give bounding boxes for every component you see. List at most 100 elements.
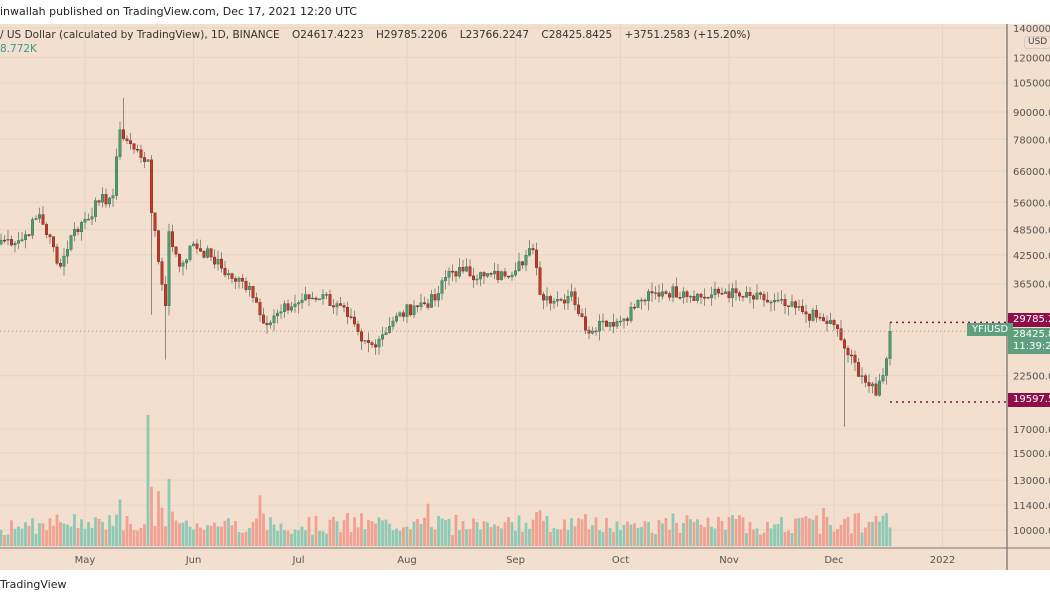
candle-body: [440, 280, 444, 294]
volume-bar: [720, 520, 724, 546]
volume-bar: [374, 523, 377, 546]
volume-bar: [612, 531, 615, 546]
volume-bar: [244, 531, 248, 546]
volume-bar: [167, 478, 171, 546]
volume-bar: [790, 533, 794, 546]
volume-bar: [748, 521, 752, 546]
volume-bar: [507, 517, 510, 546]
volume-bar: [759, 534, 762, 546]
volume-bar: [685, 515, 689, 546]
candle-body: [423, 302, 427, 304]
candle-body: [643, 299, 647, 302]
symbol-legend: / US Dollar (calculated by TradingView),…: [0, 29, 759, 41]
candle-body: [566, 296, 570, 304]
volume-bar: [629, 524, 633, 546]
time-tick: May: [75, 555, 96, 566]
candle-body: [818, 316, 822, 319]
volume-bar: [836, 529, 839, 546]
volume-bar: [192, 529, 195, 546]
volume-bar: [115, 514, 118, 546]
volume-bar: [13, 528, 17, 546]
legend-title: / US Dollar (calculated by TradingView),…: [0, 29, 280, 41]
candle-body: [839, 328, 843, 341]
candle-body: [500, 271, 504, 280]
volume-bar: [143, 524, 146, 546]
volume-bar: [419, 524, 423, 546]
volume-bar: [370, 521, 374, 546]
chart-area[interactable]: [0, 24, 1050, 570]
candle-body: [612, 322, 616, 327]
volume-bar: [360, 513, 363, 546]
candle-body: [107, 197, 111, 205]
candle-body: [191, 243, 195, 247]
candle-body: [363, 340, 367, 342]
volume-bar: [241, 532, 244, 546]
volume-bar: [503, 522, 507, 546]
volume-bar: [451, 535, 454, 546]
candle-body: [265, 322, 269, 326]
volume-bar: [654, 534, 657, 546]
candle-body: [815, 309, 819, 318]
candle-body: [160, 261, 164, 285]
candle-body: [713, 288, 717, 296]
candle-body: [843, 339, 847, 349]
volume-bar: [601, 531, 605, 546]
volume-bar: [136, 530, 139, 546]
volume-bar: [104, 529, 108, 546]
candle-body: [41, 214, 45, 225]
volume-bar: [465, 529, 468, 546]
candle-body: [62, 255, 66, 267]
candle-body: [198, 248, 202, 252]
candle-body: [794, 301, 798, 308]
volume-bar: [689, 519, 692, 546]
volume-bar: [867, 521, 871, 546]
time-tick: Dec: [824, 555, 843, 566]
volume-bar: [76, 528, 80, 546]
candle-body: [184, 259, 188, 264]
candle-body: [360, 331, 364, 342]
volume-bar: [381, 520, 384, 546]
candle-body: [276, 312, 280, 317]
candle-body: [871, 383, 875, 387]
volume-bar: [643, 521, 647, 546]
volume-bar: [699, 524, 703, 546]
currency-badge[interactable]: USD: [1024, 36, 1050, 49]
candle-body: [230, 273, 234, 279]
candle-body: [349, 316, 353, 318]
volume-bar: [251, 522, 255, 546]
volume-bar: [132, 530, 136, 546]
candle-body: [45, 224, 49, 235]
candle-body: [65, 249, 69, 257]
volume-bar: [832, 531, 836, 546]
candle-body: [846, 347, 850, 356]
candle-body: [832, 320, 836, 326]
candle-body: [398, 312, 402, 317]
candle-body: [90, 216, 94, 220]
candle-body: [13, 243, 17, 246]
candle-body: [370, 342, 374, 345]
candle-body: [52, 236, 56, 248]
volume-bar: [111, 525, 115, 546]
volume-bar: [731, 515, 734, 546]
volume-bar: [209, 525, 213, 546]
volume-bar: [66, 524, 69, 546]
candle-body: [219, 258, 223, 269]
price-tick: 11400.00: [1013, 501, 1050, 512]
candle-body: [24, 234, 28, 240]
volume-bar: [878, 521, 881, 546]
candle-body: [300, 299, 304, 303]
candle-body: [888, 331, 892, 359]
volume-bar: [160, 507, 164, 546]
volume-bar: [279, 523, 283, 546]
candle-body: [83, 218, 87, 223]
volume-bar: [818, 533, 822, 546]
candle-body: [482, 272, 486, 277]
volume-bar: [409, 529, 412, 546]
volume-bar: [489, 527, 493, 546]
volume-bar: [412, 521, 416, 546]
volume-bar: [493, 524, 496, 546]
candle-body: [556, 299, 560, 302]
candle-body: [454, 271, 458, 277]
volume-bar: [388, 523, 391, 546]
